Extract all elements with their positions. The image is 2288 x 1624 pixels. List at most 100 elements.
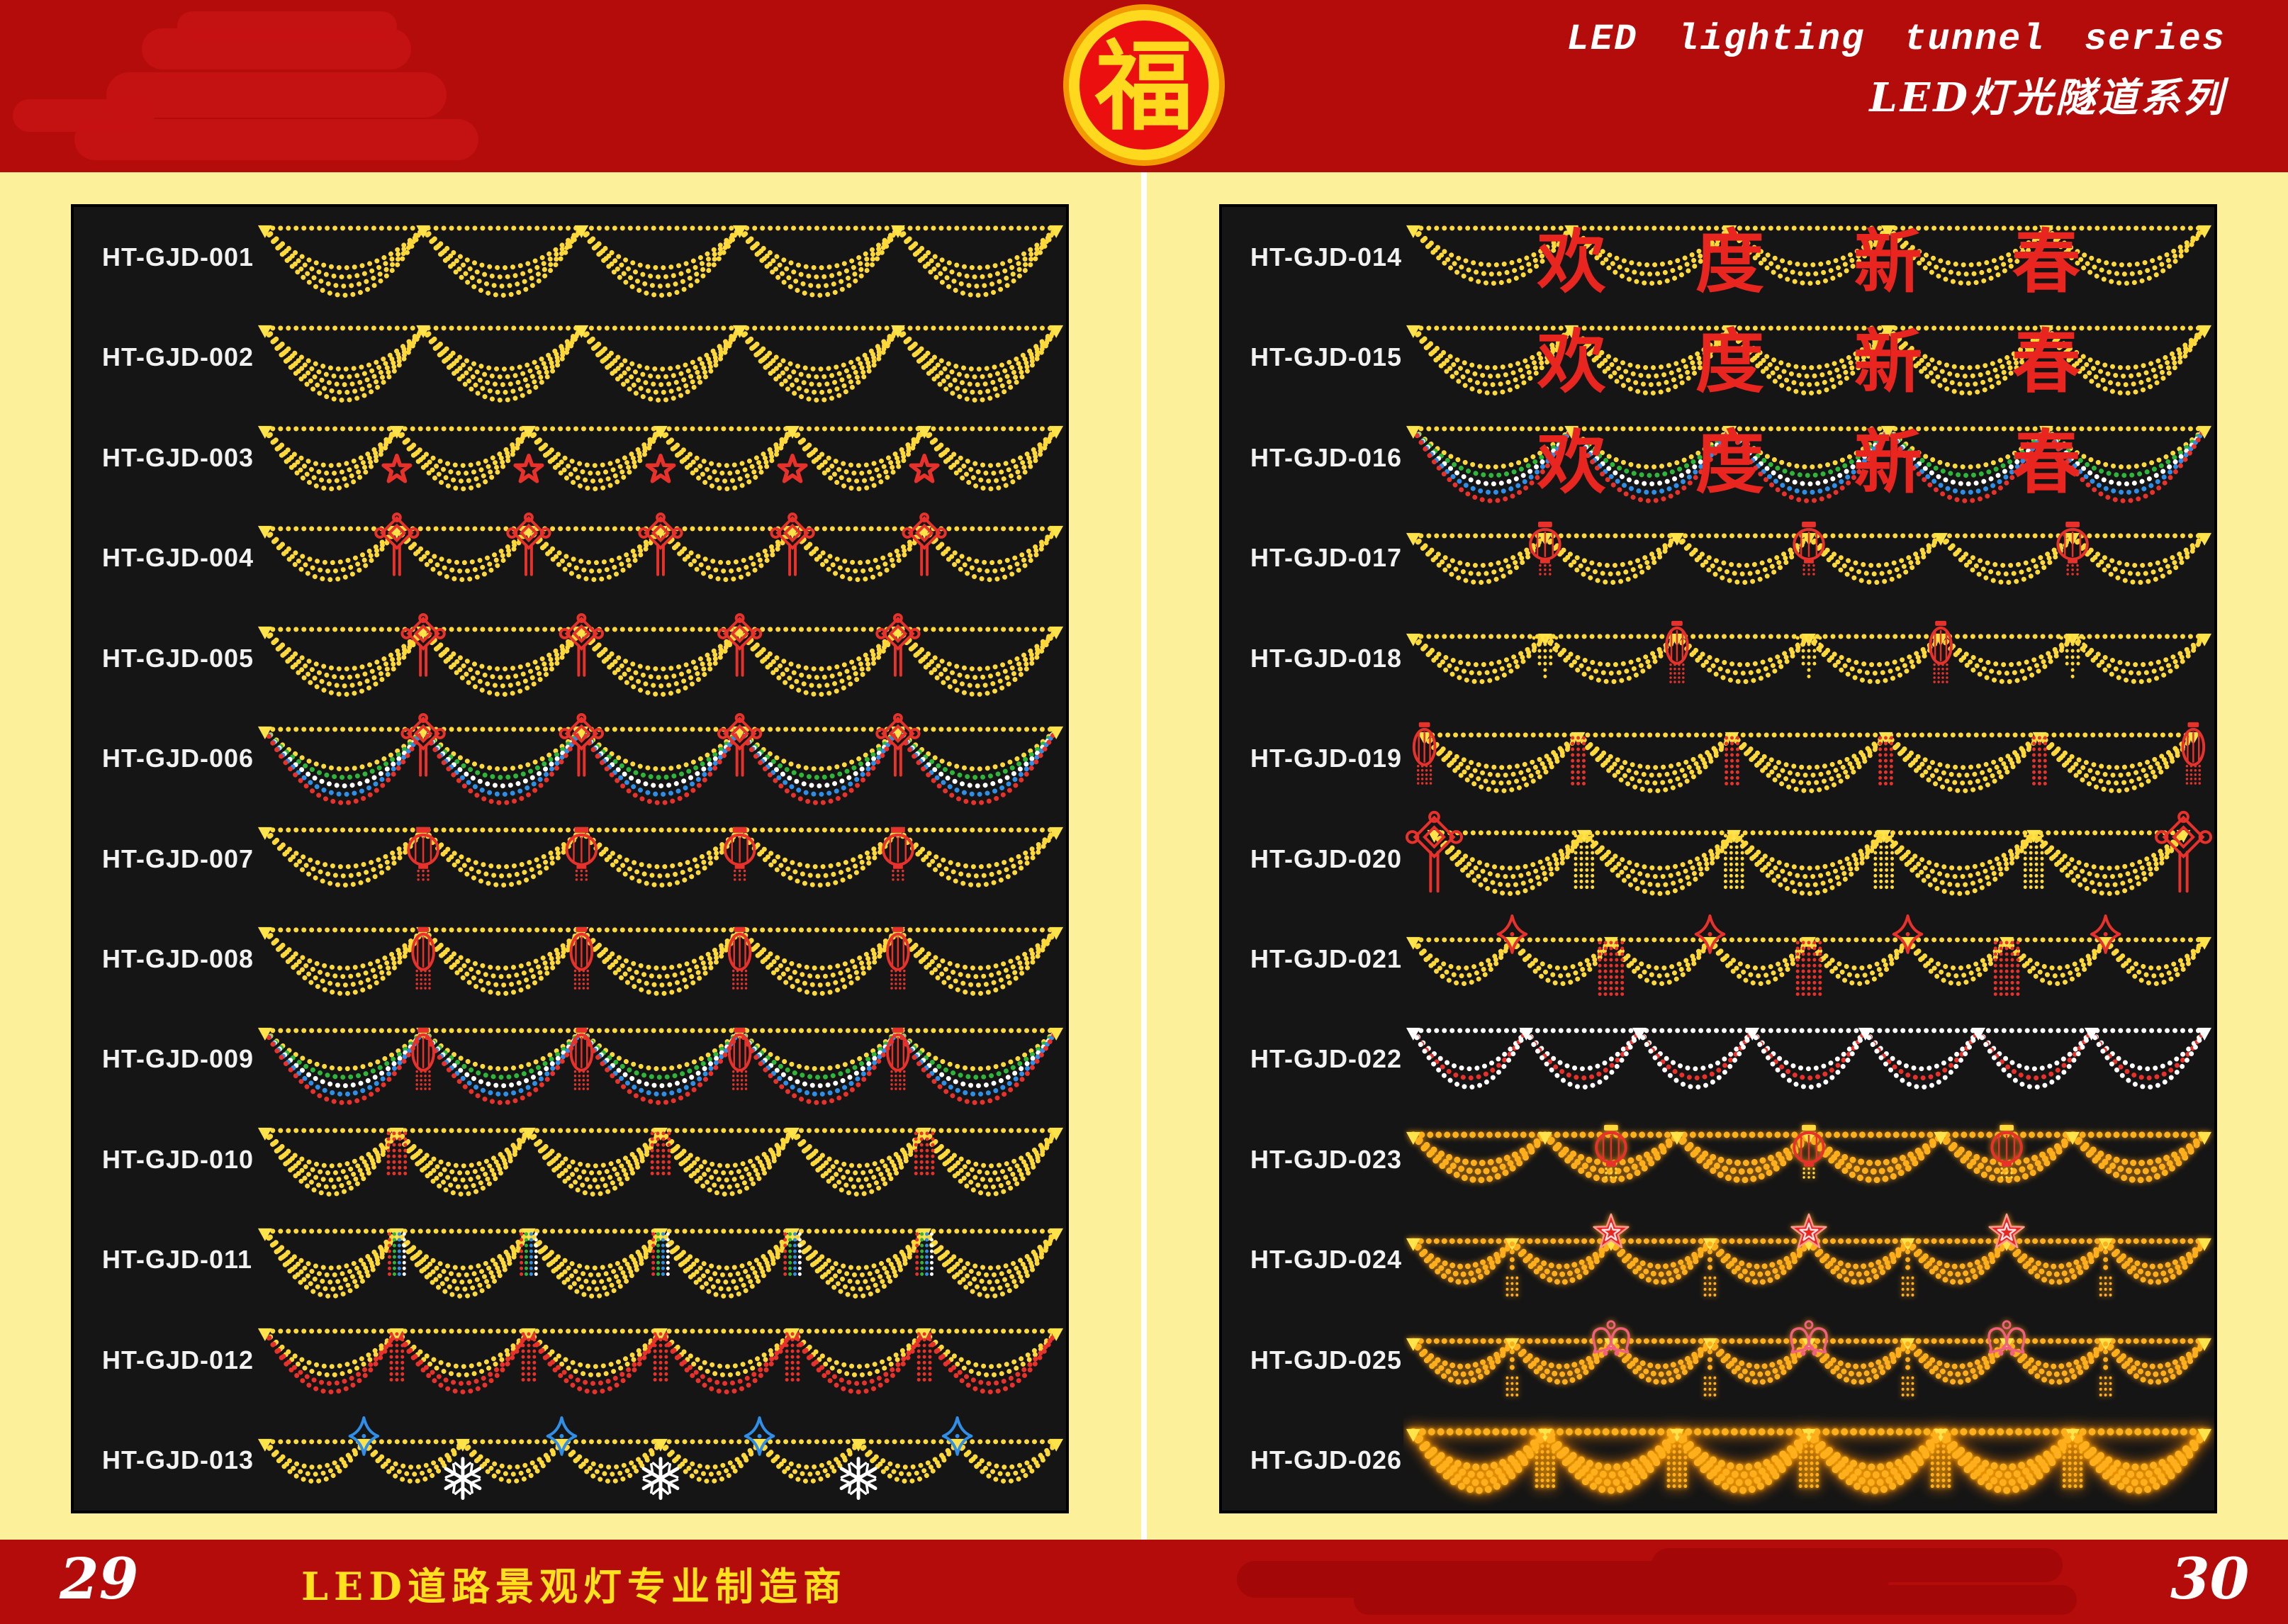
product-image-multicolour-swags-with	[255, 708, 1066, 808]
product-image-gold-double-swags	[1403, 508, 2214, 607]
series-title-english: LED lighting tunnel series	[1566, 18, 2226, 60]
product-code: HT-GJD-009	[102, 1044, 254, 1074]
product-code: HT-GJD-005	[102, 643, 254, 673]
product-code: HT-GJD-003	[102, 442, 254, 472]
product-code: HT-GJD-007	[102, 844, 254, 873]
product-row: HT-GJD-019	[1222, 708, 2214, 808]
product-code: HT-GJD-002	[102, 342, 254, 372]
product-image-gold-swags-with	[255, 508, 1066, 607]
product-code: HT-GJD-018	[1250, 643, 1403, 673]
product-code: HT-GJD-025	[1250, 1345, 1403, 1374]
svg-text:春: 春	[2012, 323, 2080, 403]
product-row: HT-GJD-011	[74, 1210, 1066, 1310]
svg-text:新: 新	[1854, 422, 1922, 503]
svg-text:欢: 欢	[1537, 422, 1607, 503]
product-image-gold-swags-with	[255, 1210, 1066, 1310]
product-row: HT-GJD-021	[1222, 909, 2214, 1009]
product-image-gold-swags-with: 欢度新春	[1403, 207, 2214, 307]
product-image-gold-LED-bead	[255, 307, 1066, 407]
product-row: HT-GJD-004	[74, 508, 1066, 607]
product-code: HT-GJD-020	[1250, 844, 1403, 873]
svg-text:春: 春	[2012, 222, 2080, 302]
watermark-cloud	[1354, 1585, 2077, 1615]
product-row: HT-GJD-003	[74, 408, 1066, 508]
product-image-glowing-amber-swag	[1403, 1411, 2214, 1511]
page-divider	[1141, 172, 1147, 1624]
footer-bar: 29 LED道路景观灯专业制造商 30	[0, 1540, 2288, 1624]
product-code: HT-GJD-017	[1250, 543, 1403, 573]
watermark-cloud	[1651, 1548, 2063, 1582]
product-image-gold-swags-with	[255, 408, 1066, 508]
product-row: HT-GJD-006	[74, 708, 1066, 808]
product-image-gold-swags-with	[255, 1109, 1066, 1209]
product-row: HT-GJD-005	[74, 608, 1066, 708]
product-image-gold-swags,-red	[1403, 708, 2214, 808]
product-row: HT-GJD-026	[1222, 1411, 2214, 1511]
svg-text:欢: 欢	[1537, 222, 1607, 302]
product-image-amber-swags-with	[1403, 1109, 2214, 1209]
product-row: HT-GJD-023	[1222, 1109, 2214, 1209]
product-code: HT-GJD-004	[102, 543, 254, 573]
product-row: HT-GJD-016 欢 度 新 春	[1222, 408, 2214, 508]
footer-slogan: LED道路景观灯专业制造商	[301, 1564, 847, 1609]
fu-seal-logo: 福	[1059, 1, 1229, 170]
product-row: HT-GJD-013	[74, 1411, 1066, 1511]
product-code: HT-GJD-001	[102, 242, 254, 271]
product-code: HT-GJD-012	[102, 1345, 254, 1374]
product-code: HT-GJD-024	[1250, 1245, 1403, 1275]
product-image-gold-swags,-gold	[1403, 809, 2214, 909]
watermark-cloud	[13, 99, 155, 132]
product-image-amber-wing-swags	[1403, 1310, 2214, 1410]
product-code: HT-GJD-010	[102, 1144, 254, 1174]
svg-text:度: 度	[1695, 422, 1764, 503]
product-image-white-and-red	[1403, 1009, 2214, 1109]
product-row: HT-GJD-001	[74, 207, 1066, 307]
product-row: HT-GJD-014 欢 度 新 春	[1222, 207, 2214, 307]
catalog-panel-right: HT-GJD-014 欢度新春 HT-GJD-015 欢度新春 HT-GJD-016 欢度…	[1219, 204, 2217, 1513]
svg-text:度: 度	[1695, 323, 1764, 403]
product-row: HT-GJD-007	[74, 809, 1066, 909]
watermark-cloud	[106, 72, 447, 118]
fu-character: 福	[1094, 30, 1193, 144]
product-row: HT-GJD-018	[1222, 608, 2214, 708]
product-code: HT-GJD-026	[1250, 1445, 1403, 1475]
page-number-right: 30	[2170, 1545, 2250, 1612]
product-code: HT-GJD-016	[1250, 442, 1403, 472]
product-code: HT-GJD-011	[102, 1245, 253, 1275]
product-row: HT-GJD-010	[74, 1109, 1066, 1209]
watermark-cloud	[177, 11, 397, 41]
product-row: HT-GJD-002	[74, 307, 1066, 407]
svg-text:春: 春	[2012, 422, 2080, 503]
fu-seal-icon: 福	[1063, 4, 1225, 166]
product-row: HT-GJD-022	[1222, 1009, 2214, 1109]
svg-text:新: 新	[1854, 323, 1922, 403]
product-row: HT-GJD-025	[1222, 1310, 2214, 1410]
product-image-red-and-gold	[255, 1310, 1066, 1410]
series-title-chinese: LED灯光隧道系列	[1869, 74, 2226, 121]
product-code: HT-GJD-014	[1250, 242, 1403, 271]
header-titles: LED lighting tunnel series LED灯光隧道系列	[1567, 18, 2226, 123]
product-row: HT-GJD-015 欢 度 新 春	[1222, 307, 2214, 407]
product-row: HT-GJD-020	[1222, 809, 2214, 909]
product-image-multicolour-swags-with	[255, 1009, 1066, 1109]
product-row: HT-GJD-017	[1222, 508, 2214, 607]
product-row: HT-GJD-012	[74, 1310, 1066, 1410]
product-image-gold-swags-with	[1403, 608, 2214, 708]
svg-text:新: 新	[1854, 222, 1922, 302]
product-row: HT-GJD-009	[74, 1009, 1066, 1109]
product-code: HT-GJD-021	[1250, 944, 1403, 974]
svg-text:度: 度	[1695, 222, 1764, 302]
product-code: HT-GJD-008	[102, 944, 254, 974]
product-image-gold-swags-with	[255, 1411, 1066, 1511]
svg-text:欢: 欢	[1537, 323, 1607, 403]
product-image-gold-swags-with	[255, 909, 1066, 1009]
catalog-panel-left: HT-GJD-001 HT-GJD-002 HT-GJD-003 HT-GJD-004…	[71, 204, 1069, 1513]
product-code: HT-GJD-022	[1250, 1044, 1403, 1074]
product-row: HT-GJD-008	[74, 909, 1066, 1009]
product-image-gold-swags-with: 欢度新春	[1403, 307, 2214, 407]
product-row: HT-GJD-024	[1222, 1210, 2214, 1310]
product-image-gold-swags-with	[1403, 909, 2214, 1009]
product-code: HT-GJD-006	[102, 744, 254, 773]
product-image-gold-swags-with	[255, 608, 1066, 708]
product-code: HT-GJD-015	[1250, 342, 1403, 372]
